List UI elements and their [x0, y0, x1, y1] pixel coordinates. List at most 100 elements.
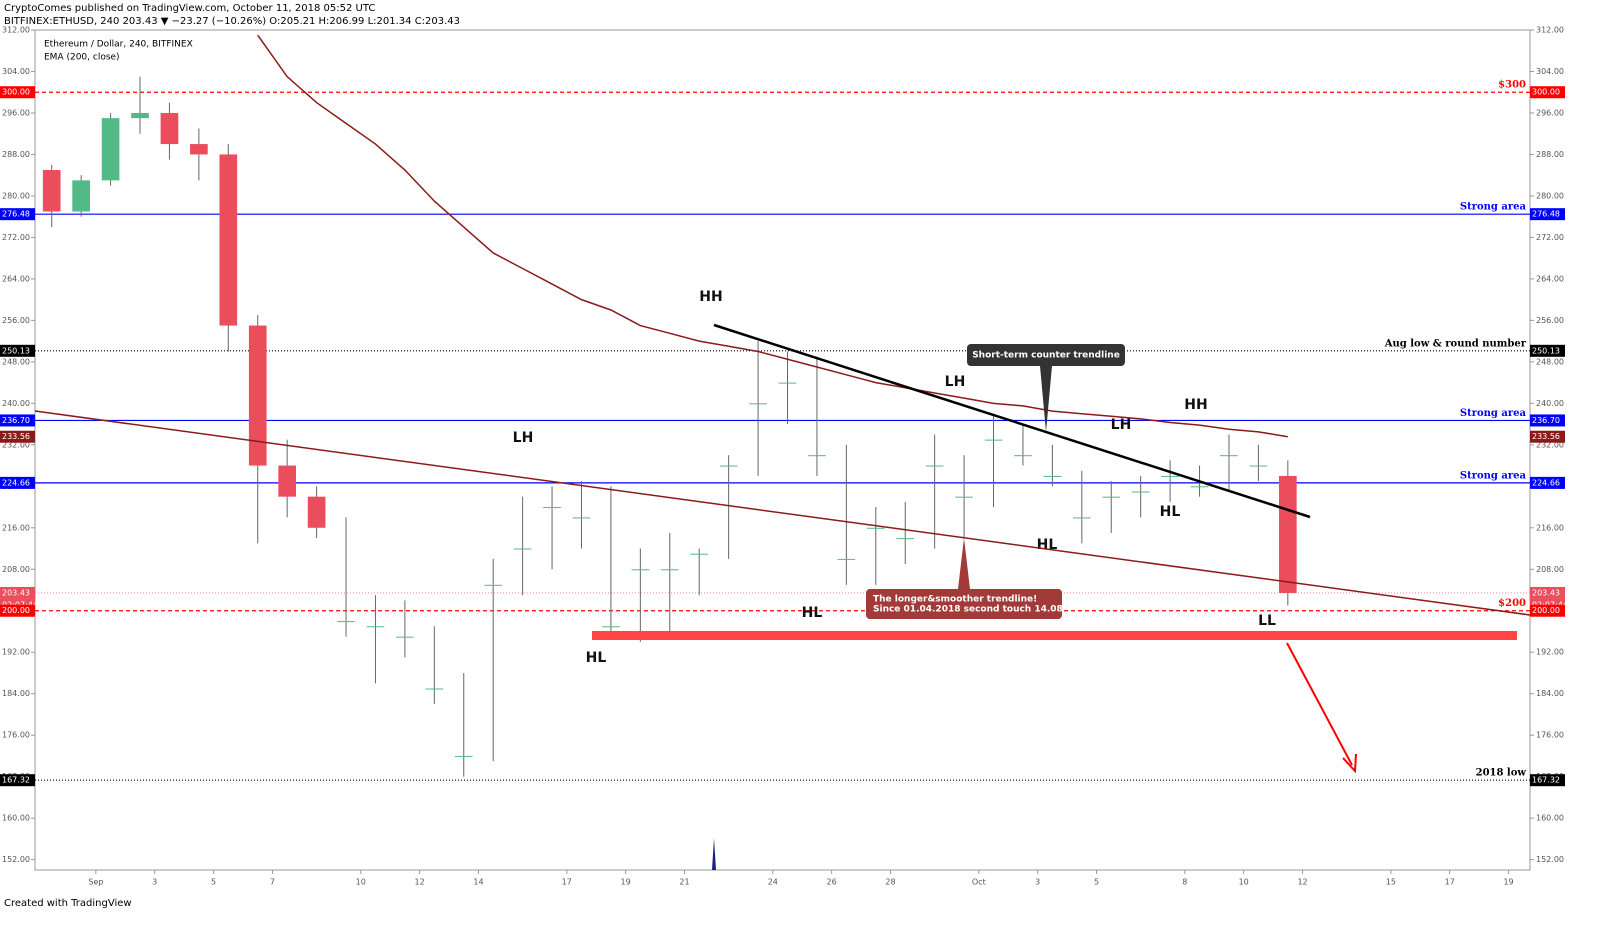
y-tick-label: 280.00	[1536, 191, 1564, 200]
level-tag	[0, 774, 35, 787]
level-tag-label: 224.66	[1532, 478, 1560, 487]
level-tag-label: 203.43	[2, 588, 30, 597]
level-tag	[1530, 430, 1565, 443]
y-tick-label: 312.00	[2, 26, 30, 35]
candle-body	[1072, 517, 1091, 519]
candle-body	[219, 154, 238, 326]
arrow-head	[1342, 753, 1357, 774]
level-text: Strong area	[1460, 470, 1527, 481]
y-tick-label: 232.00	[2, 440, 30, 449]
pattern-label: LH	[1111, 417, 1132, 433]
y-tick-label: 264.00	[1536, 274, 1564, 283]
level-tag	[1530, 476, 1565, 489]
pattern-label: HL	[1160, 504, 1181, 520]
callout-pointer	[1040, 366, 1052, 432]
short-trendline	[713, 323, 1311, 519]
candle-body	[1102, 496, 1121, 498]
level-tag-label: 167.32	[1532, 776, 1560, 785]
level-tag-label: 276.48	[2, 210, 30, 219]
pattern-label: LL	[1258, 613, 1276, 629]
x-tick-label: 17	[562, 878, 572, 887]
x-tick-label: 26	[827, 878, 837, 887]
level-tag	[0, 344, 35, 357]
y-tick-label: 264.00	[2, 274, 30, 283]
level-tag	[1530, 344, 1565, 357]
candle-body	[1279, 475, 1297, 593]
candle-body	[1131, 491, 1150, 493]
y-tick-label: 288.00	[1536, 150, 1564, 159]
level-text: Strong area	[1460, 202, 1527, 213]
y-tick-label: 184.00	[2, 689, 30, 698]
callout-pointer	[958, 538, 970, 589]
callout-text: Short-term counter trendline	[972, 351, 1120, 361]
level-tag-label: 300.00	[1532, 88, 1560, 97]
candle-body	[602, 626, 620, 628]
candle-body	[1014, 455, 1032, 457]
candle-body	[1043, 475, 1062, 477]
y-tick-label: 272.00	[2, 233, 30, 242]
level-tag	[0, 604, 35, 617]
x-tick-label: 12	[415, 878, 425, 887]
level-tag-label: 203.43	[1532, 588, 1560, 597]
arrow	[1286, 642, 1353, 766]
level-tag-label: 200.00	[1532, 606, 1560, 615]
callout-box	[866, 589, 1062, 619]
x-tick-label: 7	[270, 878, 275, 887]
candle-body	[778, 382, 797, 384]
level-tag	[0, 430, 35, 443]
x-tick-label: 3	[152, 878, 157, 887]
level-tag	[0, 476, 35, 489]
candle-body	[278, 465, 296, 497]
support-zone	[592, 631, 1517, 640]
x-tick-label: 10	[356, 878, 366, 887]
y-tick-label: 152.00	[1536, 855, 1564, 864]
y-tick-label: 232.00	[1536, 440, 1564, 449]
y-tick-label: 176.00	[1536, 731, 1564, 740]
level-tag-label: 300.00	[2, 88, 30, 97]
y-tick-label: 192.00	[1536, 648, 1564, 657]
candle-body	[1220, 455, 1238, 457]
level-tag-label: 233.56	[1532, 432, 1560, 441]
candle-body	[837, 558, 856, 560]
x-tick-label: 15	[1386, 878, 1396, 887]
candle-body	[131, 112, 149, 119]
candle-body	[454, 755, 473, 757]
candle-body	[955, 496, 973, 498]
y-tick-label: 160.00	[2, 814, 30, 823]
y-tick-label: 256.00	[2, 316, 30, 325]
level-tag-label: 236.70	[1532, 416, 1560, 425]
plot-frame	[34, 29, 1531, 871]
level-tag-label: 250.13	[2, 346, 30, 355]
x-tick-label: 5	[211, 878, 216, 887]
y-tick-label: 288.00	[2, 150, 30, 159]
callout-text: Since 01.04.2018 second touch 14.08	[873, 605, 1063, 615]
y-tick-label: 304.00	[1536, 67, 1564, 76]
level-text: Aug low & round number	[1384, 338, 1527, 349]
level-text: $200	[1498, 598, 1526, 609]
pattern-label: HL	[802, 605, 823, 621]
x-tick-label: 3	[1035, 878, 1040, 887]
candle-body	[719, 465, 738, 467]
x-tick-label: 19	[621, 878, 631, 887]
candle-body	[749, 403, 767, 405]
level-tag	[1530, 86, 1565, 99]
candle-body	[101, 118, 120, 181]
candle-body	[690, 553, 709, 555]
level-tag-label: 224.66	[2, 478, 30, 487]
x-tick-label: 5	[1094, 878, 1099, 887]
level-tag	[1530, 586, 1565, 599]
x-tick-label: 8	[1182, 878, 1187, 887]
footer: Created with TradingView	[4, 898, 132, 909]
y-tick-label: 248.00	[1536, 357, 1564, 366]
candle-body	[366, 626, 385, 628]
level-tag	[0, 208, 35, 221]
candle-body	[248, 325, 267, 466]
level-text: 2018 low	[1476, 768, 1527, 779]
candle-body	[484, 584, 503, 586]
candle-body	[396, 636, 414, 638]
candle-body	[896, 538, 915, 540]
candle-body	[572, 517, 591, 519]
y-tick-label: 296.00	[2, 108, 30, 117]
